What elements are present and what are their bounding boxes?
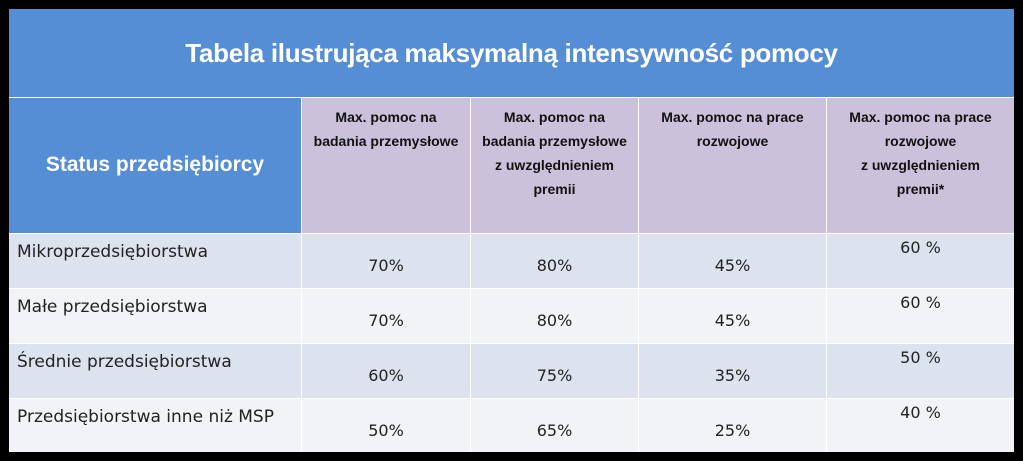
- row-value: 45%: [714, 311, 751, 330]
- intensity-table: Tabela ilustrująca maksymalną intensywno…: [9, 9, 1014, 452]
- header-col-development-work: Max. pomoc na prace rozwojowe: [639, 97, 826, 233]
- column-divider: [301, 97, 302, 452]
- row-value: 80%: [536, 256, 573, 275]
- row-value: 45%: [714, 256, 751, 275]
- row-value: 80%: [536, 311, 573, 330]
- row-divider: [9, 343, 1014, 344]
- row-value: 65%: [536, 421, 573, 440]
- row-divider: [9, 233, 1014, 234]
- row-value: 60%: [368, 366, 404, 385]
- row-value: 60 %: [900, 293, 941, 312]
- table-row: Małe przedsiębiorstwa 70% 80% 45% 60 %: [9, 289, 1014, 343]
- column-divider: [826, 97, 827, 452]
- row-value: 75%: [536, 366, 573, 385]
- row-value: 50%: [368, 421, 404, 440]
- row-divider: [9, 398, 1014, 399]
- row-divider: [9, 97, 1014, 98]
- table-title: Tabela ilustrująca maksymalną intensywno…: [9, 9, 1014, 97]
- row-value: 50 %: [900, 348, 941, 367]
- column-divider: [470, 97, 471, 452]
- table-row: Mikroprzedsiębiorstwa 70% 80% 45% 60 %: [9, 234, 1014, 288]
- row-value: 25%: [714, 421, 751, 440]
- row-value: 60 %: [900, 238, 941, 257]
- header-col-industrial-research-bonus: Max. pomoc na badania przemysłowe z uwzg…: [471, 97, 638, 233]
- row-value: 70%: [368, 256, 404, 275]
- row-divider: [9, 288, 1014, 289]
- header-col-development-work-bonus: Max. pomoc na prace rozwojowe z uwzględn…: [827, 97, 1014, 233]
- table-row: Średnie przedsiębiorstwa 60% 75% 35% 50 …: [9, 344, 1014, 398]
- row-value: 70%: [368, 311, 404, 330]
- row-status: Przedsiębiorstwa inne niż MSP: [17, 407, 274, 427]
- row-status: Mikroprzedsiębiorstwa: [17, 242, 208, 262]
- row-value: 40 %: [900, 403, 941, 422]
- row-status: Małe przedsiębiorstwa: [17, 297, 208, 317]
- row-value: 35%: [714, 366, 751, 385]
- column-divider: [638, 97, 639, 452]
- table-row: Przedsiębiorstwa inne niż MSP 50% 65% 25…: [9, 399, 1014, 452]
- header-status: Status przedsiębiorcy: [9, 97, 301, 233]
- row-status: Średnie przedsiębiorstwa: [17, 352, 232, 372]
- header-col-industrial-research: Max. pomoc na badania przemysłowe: [302, 97, 470, 233]
